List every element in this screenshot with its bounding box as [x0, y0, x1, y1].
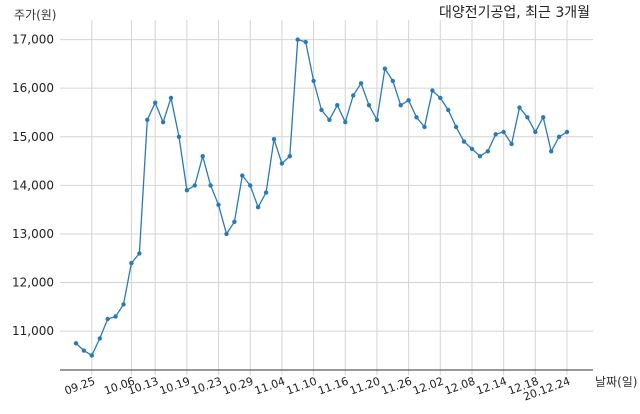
data-point — [477, 154, 483, 159]
data-point — [137, 251, 142, 256]
data-point — [469, 146, 475, 152]
data-point — [556, 134, 562, 139]
x-tick-labels: 09.25 10.0610.1310.1910.2310.2911.0411.10… — [63, 375, 572, 404]
y-tick-label: 13,000 — [12, 227, 54, 241]
data-point — [232, 219, 237, 224]
data-point — [129, 260, 134, 266]
data-point — [200, 154, 205, 159]
data-point — [105, 316, 110, 322]
x-tick-label: 11.16 — [316, 375, 350, 398]
data-point — [319, 107, 324, 113]
data-point — [89, 353, 95, 358]
x-tick-label: 12.08 — [443, 375, 477, 398]
data-point — [398, 103, 403, 108]
data-point — [517, 105, 522, 110]
y-tick-label: 14,000 — [12, 178, 54, 192]
data-point — [564, 129, 570, 135]
y-tick-labels: 11,000 12,000 13,000 14,000 15,000 16,000 17,0… — [12, 33, 54, 339]
data-point — [113, 314, 118, 319]
data-point — [366, 103, 372, 108]
x-tick-label: 10.29 — [221, 375, 255, 398]
x-tick-label: 12.14 — [475, 375, 509, 398]
data-point — [248, 183, 253, 188]
data-point — [525, 115, 530, 120]
data-point — [414, 115, 419, 120]
y-tick-label: 12,000 — [12, 276, 54, 290]
data-point — [184, 188, 190, 193]
data-point — [438, 95, 443, 101]
data-point — [335, 103, 340, 108]
data-point — [430, 88, 435, 93]
x-tick-label: 10.23 — [190, 375, 224, 398]
x-tick-label: 09.25 — [63, 375, 97, 398]
data-point — [287, 154, 292, 159]
data-point — [160, 120, 166, 125]
data-point — [549, 149, 554, 154]
x-tick-label: 11.26 — [380, 375, 414, 398]
data-point — [311, 78, 316, 84]
data-point — [382, 66, 388, 71]
data-point — [461, 139, 467, 144]
data-point — [145, 117, 150, 123]
data-point — [501, 129, 506, 135]
data-point — [192, 183, 197, 188]
data-point — [533, 129, 538, 135]
y-tick-label: 11,000 — [12, 324, 54, 338]
data-point — [453, 124, 459, 130]
data-point — [422, 124, 427, 130]
y-axis-label: 주가(원) — [14, 8, 56, 22]
data-point — [121, 302, 126, 307]
data-point — [509, 141, 514, 147]
data-point — [541, 115, 546, 120]
data-point — [374, 117, 380, 123]
data-point — [493, 132, 498, 137]
price-data-points — [73, 37, 570, 358]
y-tick-label: 15,000 — [12, 130, 54, 144]
data-point — [263, 190, 269, 195]
data-point — [446, 107, 451, 113]
x-tick-label: 10.19 — [158, 375, 192, 398]
x-tick-label: 11.04 — [253, 375, 287, 398]
data-point — [295, 37, 300, 42]
data-point — [73, 341, 79, 346]
data-point — [485, 149, 490, 154]
data-point — [255, 205, 261, 210]
data-point — [343, 120, 348, 125]
x-axis-label: 날짜(일) — [595, 375, 637, 389]
y-tick-label: 16,000 — [12, 81, 54, 95]
data-point — [271, 137, 277, 142]
grid — [60, 20, 593, 375]
data-point — [97, 336, 103, 341]
data-point — [358, 81, 364, 86]
data-point — [390, 78, 395, 84]
data-point — [303, 39, 308, 45]
data-point — [153, 100, 158, 105]
price-series-line — [75, 38, 568, 357]
data-point — [327, 117, 332, 123]
data-point — [240, 173, 245, 178]
data-point — [406, 98, 411, 103]
data-point — [279, 161, 285, 166]
y-tick-label: 17,000 — [12, 33, 54, 47]
x-tick-label: 11.20 — [348, 375, 382, 398]
data-point — [224, 231, 229, 237]
data-point — [168, 95, 174, 101]
data-point — [208, 183, 213, 188]
data-point — [351, 93, 356, 98]
data-point — [81, 348, 87, 353]
x-tick-label: 12.02 — [411, 375, 445, 398]
data-point — [216, 202, 221, 207]
data-point — [176, 134, 182, 139]
x-tick-label: 11.10 — [285, 375, 319, 398]
chart-title: 대양전기공업, 최근 3개월 — [439, 5, 590, 21]
